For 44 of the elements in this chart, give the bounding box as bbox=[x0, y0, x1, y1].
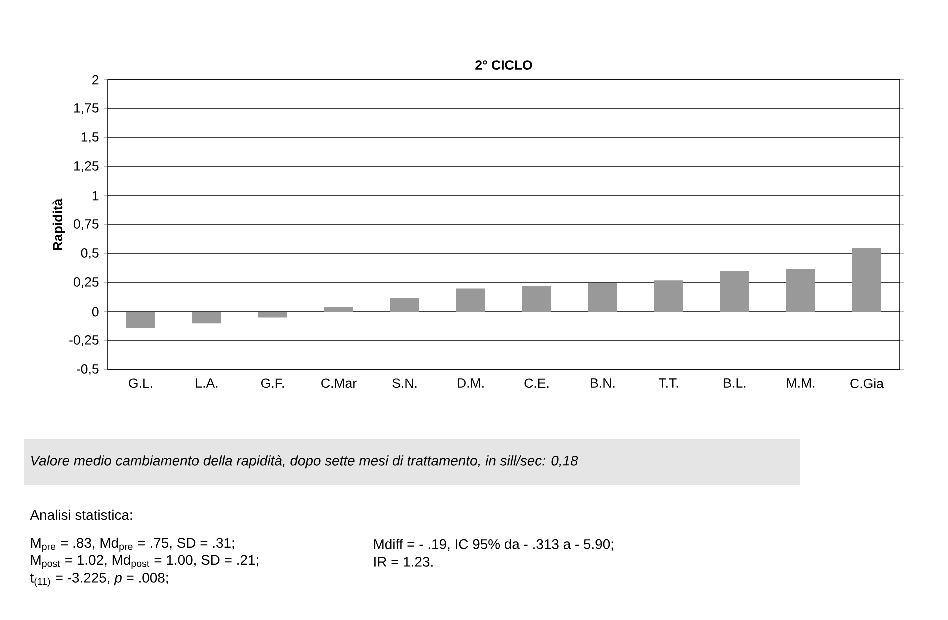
y-tick-label: -0,25 bbox=[70, 336, 99, 346]
y-tick-label: 0,5 bbox=[81, 248, 99, 260]
bar bbox=[390, 298, 420, 312]
text: M$_{pre}$ = .83, Md$_{pre}$ = .75, SD = .31; bbox=[31, 538, 234, 552]
x-tick-label: B.N. bbox=[591, 378, 615, 388]
y-tick-label: -0,5 bbox=[77, 364, 99, 376]
x-tick-label: T.T. bbox=[658, 378, 678, 388]
x-tick-label: B.L. bbox=[724, 378, 746, 388]
y-tick-label: 0 bbox=[92, 307, 99, 317]
y-tick-label: 1,5 bbox=[82, 132, 99, 144]
bar bbox=[456, 288, 486, 312]
bar bbox=[720, 271, 750, 312]
x-tick-label: C.E. bbox=[524, 378, 549, 388]
y-tick-label: 1 bbox=[92, 191, 99, 201]
x-tick-label: G.L. bbox=[129, 378, 152, 388]
bar bbox=[192, 312, 222, 324]
y-tick-label: 2 bbox=[92, 75, 99, 85]
x-tick-label: D.M. bbox=[458, 378, 484, 388]
bar bbox=[786, 269, 816, 312]
text: t$_{(11)}$ = -3.225, p = .008; bbox=[30, 573, 168, 587]
bar bbox=[258, 312, 288, 318]
bar bbox=[588, 282, 618, 312]
text: IR = 1.23. bbox=[374, 557, 433, 567]
y-tick-label: 0,75 bbox=[74, 220, 99, 230]
x-tick-label: M.M. bbox=[787, 378, 815, 388]
bar bbox=[654, 280, 684, 312]
y-axis-title: Rapidità bbox=[52, 198, 66, 250]
x-tick-label: S.N. bbox=[392, 378, 417, 388]
text: Analisi statistica: bbox=[30, 510, 132, 520]
x-tick-label: G.F. bbox=[261, 378, 284, 388]
bar bbox=[522, 286, 552, 312]
y-tick-label: 1,75 bbox=[74, 104, 99, 114]
x-tick-label: C.Gia bbox=[850, 378, 884, 388]
chart-title: 2° CICLO bbox=[476, 60, 532, 70]
text: Valore medio cambiamento della rapidità, dopo sette mesi di trattamento, in sill/sec: 0,18 bbox=[31, 455, 578, 469]
bar bbox=[126, 312, 156, 328]
bar bbox=[852, 248, 882, 312]
bar bbox=[324, 307, 354, 312]
y-tick-label: 0,25 bbox=[74, 278, 99, 288]
x-tick-label: L.A. bbox=[196, 378, 218, 388]
x-tick-label: C.Mar bbox=[322, 378, 357, 388]
text: M$_{post}$ = 1.02, Md$_{post}$ = 1.00, SD = .21; bbox=[31, 554, 258, 570]
y-tick-label: 1,25 bbox=[74, 162, 99, 172]
text: Mdiff = - .19, IC 95% da - .313 a - 5.90; bbox=[374, 539, 614, 551]
